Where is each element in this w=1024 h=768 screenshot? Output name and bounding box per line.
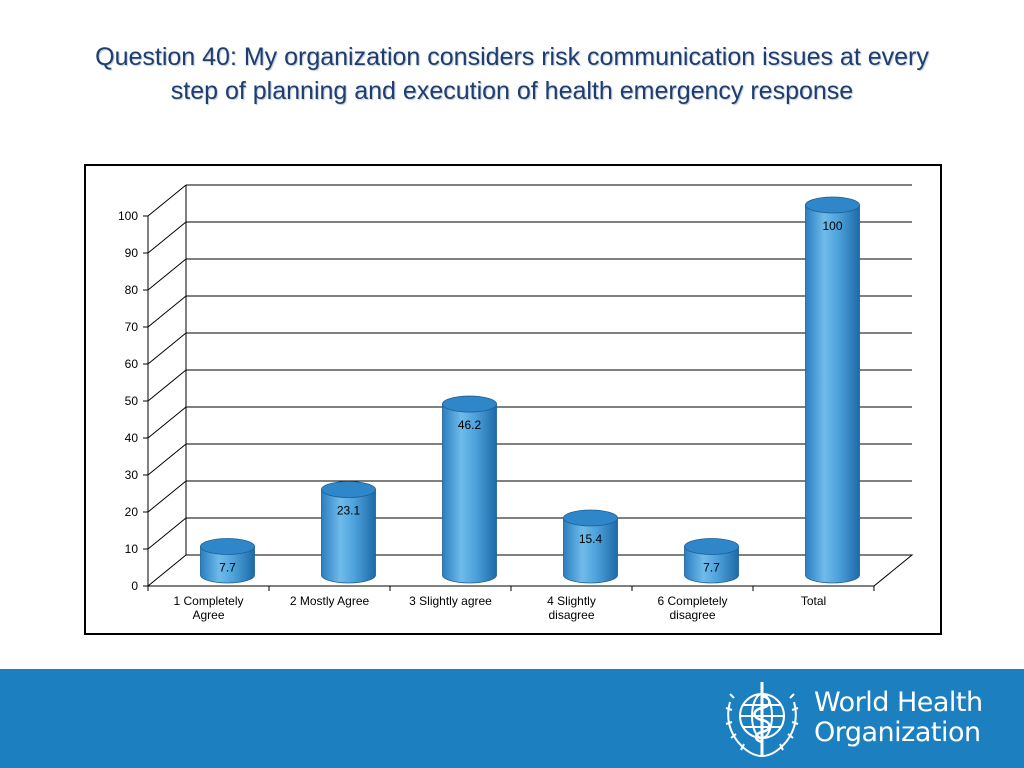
x-axis: 1 Completely Agree 2 Mostly Agree 3 Slightl… [147,586,875,622]
data-label: 7.7 [703,561,720,575]
bar-body [442,403,497,584]
y-tick-label: 20 [125,505,139,519]
who-name-line-1: World Health [814,687,983,718]
x-tick-label: 6 Completely disagree [657,594,727,622]
data-label: 100 [822,219,842,233]
bar: 15.4 [563,509,618,584]
chart-floor [146,554,914,587]
gridline-diagonal [147,184,187,217]
slide-title: Question 40: My organization considers r… [40,40,984,108]
data-label: 15.4 [579,532,603,546]
x-tick-label: 3 Slightly agree [409,594,492,608]
bar-top [321,481,376,498]
footer-band [0,669,1024,768]
gridline-diagonal [147,406,187,439]
data-label: 46.2 [458,418,482,432]
y-tick-label: 40 [125,431,139,445]
gridline-diagonal [147,221,187,254]
chart-frame: 0 10 20 30 40 50 60 70 80 90 100 1 Completely Agree 2… [84,164,942,635]
x-tick-label: Total [801,594,826,608]
bar-body [684,546,739,584]
y-tick-label: 70 [125,320,139,334]
bar: 23.1 [321,481,376,584]
who-emblem-icon [725,682,799,758]
gridlines: 0 10 20 30 40 50 60 70 80 90 100 [118,184,912,593]
bar-chart: 0 10 20 30 40 50 60 70 80 90 100 1 Completely Agree 2… [118,184,914,622]
bar-top [563,509,618,527]
y-tick-label: 100 [118,209,138,223]
gridline-diagonal [147,258,187,291]
bar: 7.7 [684,538,739,584]
data-label: 23.1 [337,504,361,518]
who-name-line-2: Organization [814,717,981,748]
x-tick-label: 1 Completely Agree [173,594,243,622]
slide-title-line-2: step of planning and execution of health… [170,77,854,105]
bar-body [563,517,618,584]
bar-top [442,395,497,413]
bar-body [805,204,860,584]
bars: 7.7 23.1 46.2 15.4 7.7 100 [200,196,860,584]
gridline-diagonal [147,369,187,402]
bar: 46.2 [442,395,497,584]
bar: 100 [805,196,860,584]
slide-title-line-1: Question 40: My organization considers r… [95,43,929,71]
y-tick-label: 60 [125,357,139,371]
y-tick-label: 10 [125,542,139,556]
y-tick-label: 30 [125,468,139,482]
data-label: 7.7 [219,561,236,575]
y-tick-label: 90 [125,246,139,260]
chart-walls [146,185,914,587]
bar-body [200,546,255,584]
x-tick-label: 2 Mostly Agree [290,594,370,608]
bar-top [805,196,860,214]
x-tick-label: 4 Slightly disagree [547,594,596,622]
who-wordmark: World Health Organization [814,688,983,748]
gridline-diagonal [147,480,187,513]
bar-top [684,538,739,555]
bar-body [321,489,376,584]
gridline-diagonal [147,332,187,365]
bar: 7.7 [200,538,255,584]
y-tick-label: 50 [125,394,139,408]
y-tick-label: 0 [131,579,138,593]
gridline-diagonal [147,443,187,476]
bar-top [200,538,255,555]
y-tick-label: 80 [125,283,139,297]
gridline-diagonal [147,517,187,550]
gridline-diagonal [147,295,187,328]
